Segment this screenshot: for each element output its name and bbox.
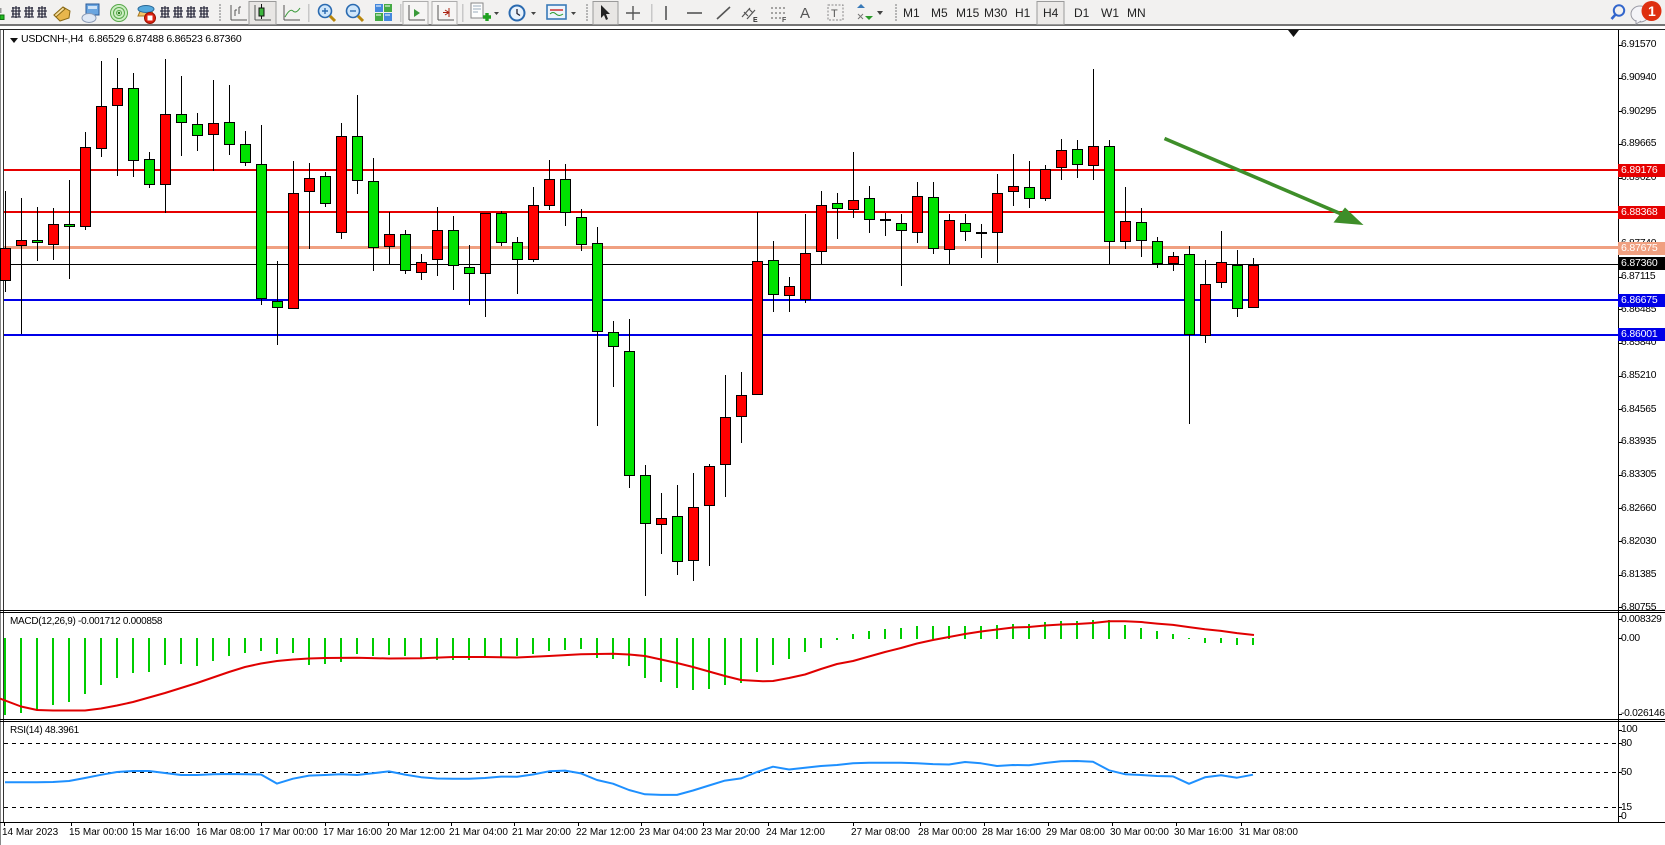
svg-text:M30: M30 — [984, 6, 1008, 20]
svg-text:H4: H4 — [1043, 6, 1059, 20]
svg-text:M1: M1 — [903, 6, 920, 20]
svg-text:1: 1 — [1648, 3, 1656, 19]
svg-text:E: E — [753, 17, 758, 24]
svg-text:A: A — [800, 5, 810, 22]
svg-text:F: F — [782, 17, 787, 24]
svg-text:MN: MN — [1127, 6, 1146, 20]
svg-text:D1: D1 — [1074, 6, 1090, 20]
svg-text:T: T — [831, 8, 838, 20]
svg-text:M5: M5 — [931, 6, 948, 20]
svg-text:W1: W1 — [1101, 6, 1119, 20]
svg-text:H1: H1 — [1015, 6, 1031, 20]
svg-text:M15: M15 — [956, 6, 980, 20]
